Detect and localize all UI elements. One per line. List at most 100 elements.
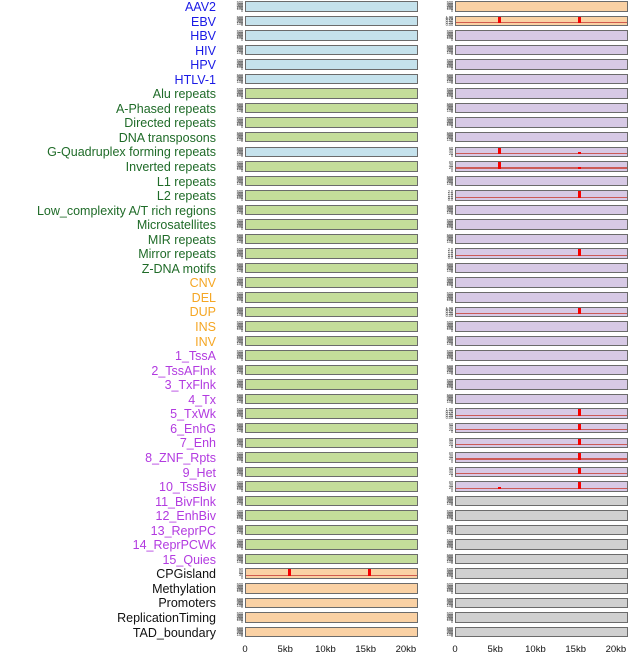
plot-area[interactable] [245, 422, 418, 434]
plot-area[interactable] [245, 379, 418, 390]
track-left-alu-repeats[interactable]: 500 400 300 200 100 0 [222, 87, 418, 102]
track-right-dna-transposons[interactable]: 500 400 300 200 100 0 [432, 131, 628, 146]
plot-area[interactable] [245, 219, 418, 230]
plot-area[interactable] [245, 161, 418, 172]
plot-area[interactable] [245, 233, 418, 245]
plot-area[interactable] [455, 88, 628, 99]
plot-area[interactable] [455, 379, 628, 390]
track-left-5-txwk[interactable]: 500 400 300 200 100 0 [222, 407, 418, 422]
plot-area[interactable] [455, 321, 628, 332]
track-right-g-quadruplex-forming-repeats[interactable]: 60 40 20 0 [432, 146, 628, 161]
plot-area[interactable] [245, 335, 418, 347]
plot-area[interactable] [245, 350, 418, 361]
track-left-dup[interactable]: 500 400 300 200 100 0 [222, 306, 418, 321]
track-left-l1-repeats[interactable]: 500 400 300 200 100 0 [222, 175, 418, 190]
track-left-g-quadruplex-forming-repeats[interactable]: 500 400 300 200 100 0 [222, 146, 418, 161]
plot-area[interactable] [245, 539, 418, 550]
track-left-3-txflnk[interactable]: 500 400 300 200 100 0 [222, 378, 418, 393]
plot-area[interactable] [245, 204, 418, 216]
track-right-6-enhg[interactable]: 60 40 20 0 [432, 422, 628, 437]
plot-area[interactable] [455, 248, 628, 259]
plot-area[interactable] [245, 292, 418, 303]
track-left-ins[interactable]: 500 400 300 200 100 0 [222, 320, 418, 335]
plot-area[interactable] [455, 30, 628, 41]
track-right-7-enh[interactable]: 60 40 20 0 [432, 437, 628, 452]
track-right-tad-boundary[interactable]: 500 400 300 200 100 0 [432, 626, 628, 641]
track-left-z-dna-motifs[interactable]: 500 400 300 200 100 0 [222, 262, 418, 277]
track-right-13-reprpc[interactable]: 500 400 300 200 100 0 [432, 524, 628, 539]
track-left-2-tssaflnk[interactable]: 500 400 300 200 100 0 [222, 364, 418, 379]
track-left-low-complexity-a-t-rich-regions[interactable]: 500 400 300 200 100 0 [222, 204, 418, 219]
plot-area[interactable] [245, 306, 418, 318]
plot-area[interactable] [455, 292, 628, 303]
track-left-tad-boundary[interactable]: 500 400 300 200 100 0 [222, 626, 418, 641]
plot-area[interactable] [455, 102, 628, 114]
track-right-14-reprpcwk[interactable]: 500 400 300 200 100 0 [432, 538, 628, 553]
track-left-l2-repeats[interactable]: 500 400 300 200 100 0 [222, 189, 418, 204]
plot-area[interactable] [455, 219, 628, 230]
plot-area[interactable] [455, 117, 628, 128]
track-left-6-enhg[interactable]: 500 400 300 200 100 0 [222, 422, 418, 437]
track-right-promoters[interactable]: 500 400 300 200 100 0 [432, 597, 628, 612]
track-left-htlv-1[interactable]: 500 400 300 200 100 0 [222, 73, 418, 88]
track-left-aav2[interactable]: 500 400 300 200 100 0 [222, 0, 418, 15]
plot-area[interactable] [245, 437, 418, 449]
track-right-ebv[interactable]: 1.00 0.75 0.50 0.25 0.00 [432, 15, 628, 30]
plot-area[interactable] [245, 553, 418, 565]
plot-area[interactable] [455, 161, 628, 172]
plot-area[interactable] [455, 524, 628, 536]
track-right-9-het[interactable]: 60 40 20 0 [432, 466, 628, 481]
plot-area[interactable] [245, 452, 418, 463]
track-right-aav2[interactable]: 500 400 300 200 100 0 [432, 0, 628, 15]
plot-area[interactable] [455, 626, 628, 638]
track-left-ebv[interactable]: 500 400 300 200 100 0 [222, 15, 418, 30]
plot-area[interactable] [245, 393, 418, 405]
plot-area[interactable] [455, 437, 628, 449]
track-right-mirror-repeats[interactable]: 2.0 1.5 1.0 0.5 0.0 [432, 247, 628, 262]
plot-area[interactable] [455, 612, 628, 623]
plot-area[interactable] [245, 117, 418, 128]
plot-area[interactable] [245, 408, 418, 419]
plot-area[interactable] [245, 30, 418, 41]
plot-area[interactable] [455, 408, 628, 419]
track-right-mir-repeats[interactable]: 500 400 300 200 100 0 [432, 233, 628, 248]
plot-area[interactable] [245, 15, 418, 27]
plot-area[interactable] [455, 277, 628, 288]
track-right-directed-repeats[interactable]: 500 400 300 200 100 0 [432, 116, 628, 131]
plot-area[interactable] [245, 481, 418, 492]
plot-area[interactable] [455, 306, 628, 318]
track-right-5-txwk[interactable]: 1.00 0.75 0.50 0.25 0.00 [432, 407, 628, 422]
plot-area[interactable] [455, 364, 628, 376]
track-left-methylation[interactable]: 500 400 300 200 100 0 [222, 582, 418, 597]
plot-area[interactable] [455, 510, 628, 521]
plot-area[interactable] [245, 1, 418, 12]
plot-area[interactable] [455, 44, 628, 56]
plot-area[interactable] [245, 568, 418, 579]
track-left-hiv[interactable]: 500 400 300 200 100 0 [222, 44, 418, 59]
track-left-promoters[interactable]: 500 400 300 200 100 0 [222, 597, 418, 612]
track-left-13-reprpc[interactable]: 500 400 300 200 100 0 [222, 524, 418, 539]
plot-area[interactable] [245, 44, 418, 56]
track-right-methylation[interactable]: 500 400 300 200 100 0 [432, 582, 628, 597]
track-left-a-phased-repeats[interactable]: 500 400 300 200 100 0 [222, 102, 418, 117]
track-right-hpv[interactable]: 500 400 300 200 100 0 [432, 58, 628, 73]
plot-area[interactable] [455, 466, 628, 478]
plot-area[interactable] [455, 262, 628, 274]
plot-area[interactable] [455, 553, 628, 565]
track-right-cpgisland[interactable]: 500 400 300 200 100 0 [432, 567, 628, 582]
plot-area[interactable] [245, 495, 418, 507]
plot-area[interactable] [245, 190, 418, 201]
plot-area[interactable] [455, 393, 628, 405]
plot-area[interactable] [455, 597, 628, 609]
track-right-replicationtiming[interactable]: 500 400 300 200 100 0 [432, 611, 628, 626]
plot-area[interactable] [455, 539, 628, 550]
track-left-hbv[interactable]: 500 400 300 200 100 0 [222, 29, 418, 44]
track-right-htlv-1[interactable]: 500 400 300 200 100 0 [432, 73, 628, 88]
track-left-11-bivflnk[interactable]: 500 400 300 200 100 0 [222, 495, 418, 510]
plot-area[interactable] [455, 335, 628, 347]
track-left-replicationtiming[interactable]: 500 400 300 200 100 0 [222, 611, 418, 626]
track-right-l1-repeats[interactable]: 500 400 300 200 100 0 [432, 175, 628, 190]
track-left-directed-repeats[interactable]: 500 400 300 200 100 0 [222, 116, 418, 131]
plot-area[interactable] [245, 466, 418, 478]
plot-area[interactable] [245, 277, 418, 288]
